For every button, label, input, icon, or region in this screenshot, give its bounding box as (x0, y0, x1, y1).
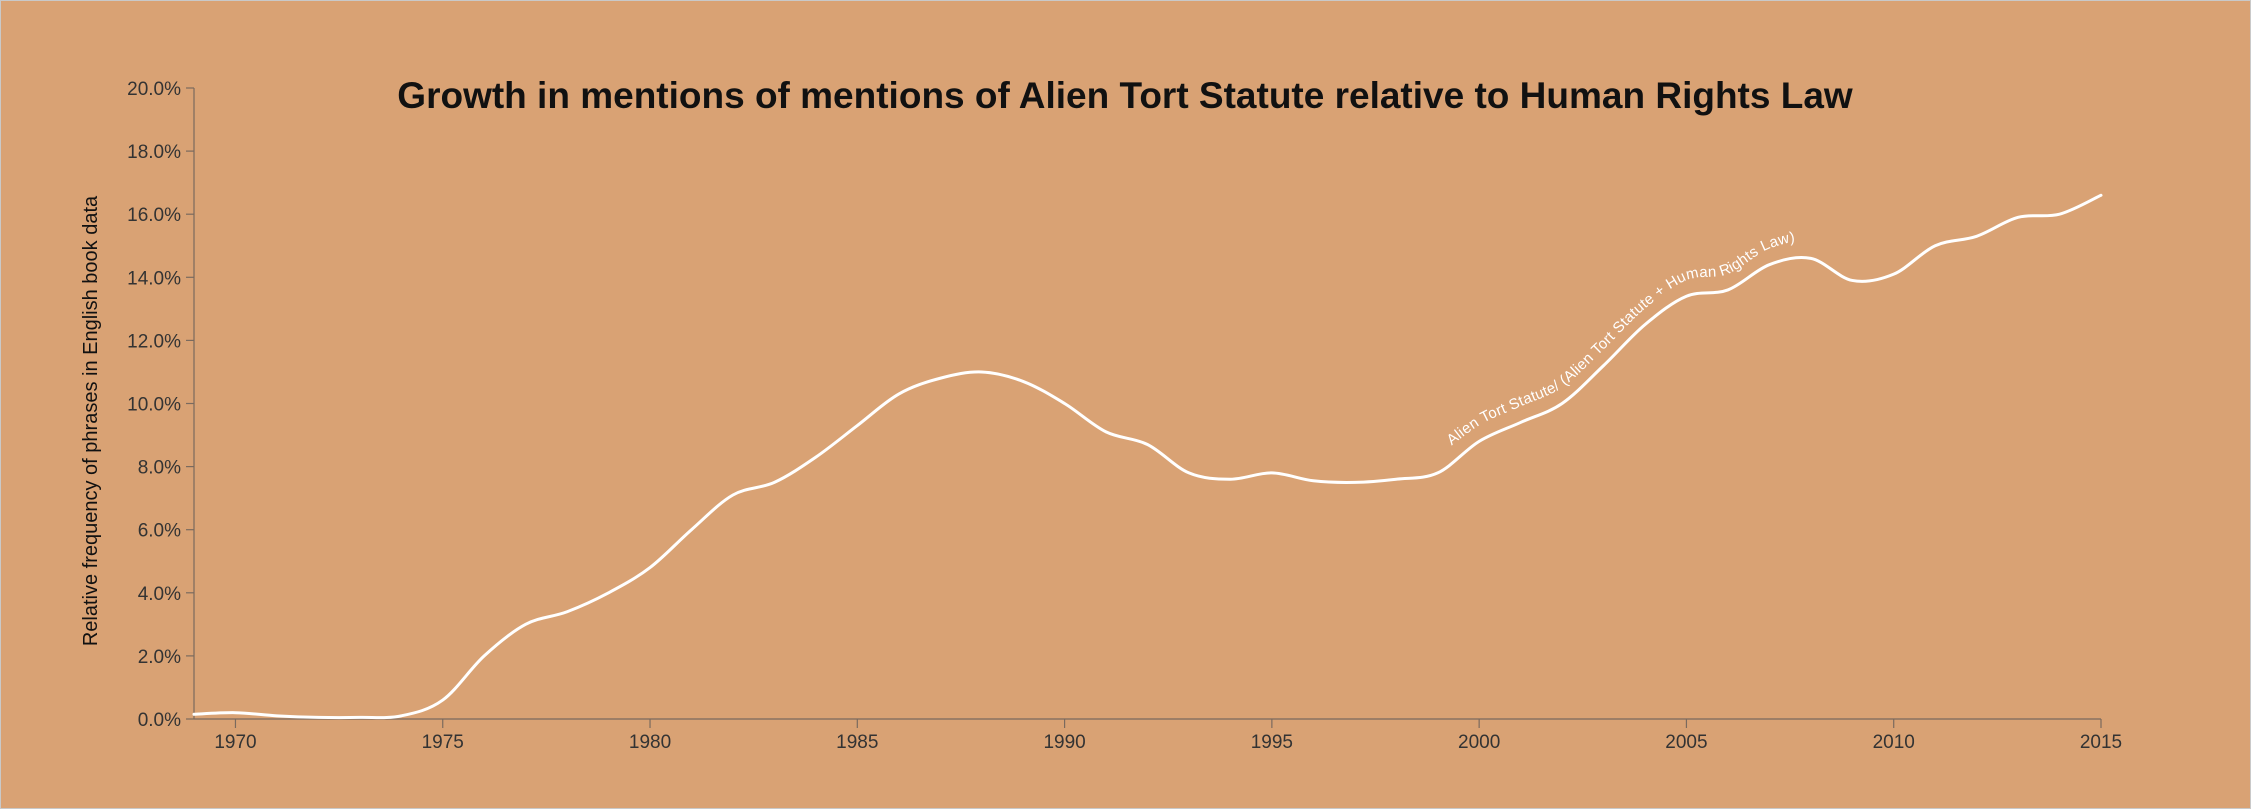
y-tick-label: 4.0% (138, 584, 181, 605)
x-axis: 1970 1975 1980 1985 1990 1995 2000 2005 2010 2015 (194, 718, 2122, 753)
y-tick-label: 18.0% (127, 142, 181, 163)
series-label-text: Alien Tort Statute/ (Alien Tort Statute … (1444, 229, 1796, 449)
x-tick-label: 2015 (2080, 732, 2122, 753)
series-line (192, 193, 2103, 720)
chart-title: Growth in mentions of mentions of Alien … (397, 75, 1853, 116)
series-label: Alien Tort Statute/ (Alien Tort Statute … (1444, 229, 1796, 449)
x-tick-label: 1980 (629, 732, 671, 753)
x-tick-label: 1970 (214, 732, 256, 753)
y-axis: 0.0% 2.0% 4.0% 6.0% 8.0% 10.0% 12.0% 14.0% 16.0%… (127, 79, 195, 731)
x-tick-label: 1990 (1043, 732, 1085, 753)
series-group: Alien Tort Statute/ (Alien Tort Statute … (192, 193, 2103, 720)
y-axis-label: Relative frequency of phrases in English… (80, 195, 102, 646)
x-tick-label: 2010 (1873, 732, 1915, 753)
x-tick-label: 1985 (836, 732, 878, 753)
y-tick-label: 10.0% (127, 395, 181, 416)
x-tick-label: 2000 (1458, 732, 1500, 753)
y-tick-label: 20.0% (127, 79, 181, 100)
y-tick-label: 0.0% (138, 710, 181, 731)
y-tick-label: 14.0% (127, 268, 181, 289)
x-tick-label: 1995 (1251, 732, 1293, 753)
y-tick-label: 12.0% (127, 331, 181, 352)
y-tick-label: 2.0% (138, 647, 181, 668)
x-tick-label: 1975 (422, 732, 464, 753)
y-tick-label: 6.0% (138, 521, 181, 542)
x-tick-label: 2005 (1665, 732, 1707, 753)
y-tick-label: 8.0% (138, 458, 181, 479)
y-tick-label: 16.0% (127, 205, 181, 226)
